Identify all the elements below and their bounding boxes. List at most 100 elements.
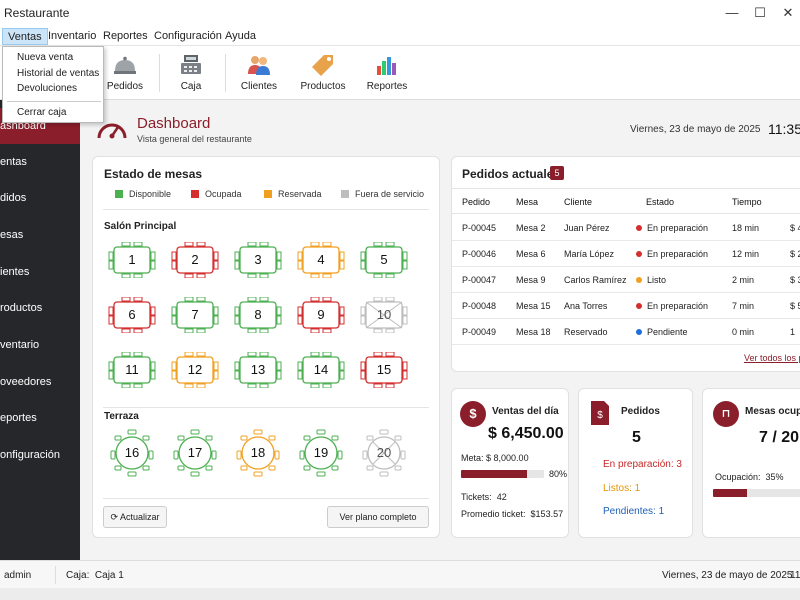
table-row[interactable]: P-00048 Mesa 15 Ana Torres 7 min $ 5 En prepa… (452, 293, 800, 319)
occupancy-value: 35% (765, 472, 784, 482)
dropdown-historial-ventas[interactable]: Historial de ventas (17, 68, 100, 79)
cell-mesa: Mesa 9 (516, 275, 546, 285)
occupancy-progress-bar (713, 489, 800, 497)
sidebar-item-clientes[interactable]: ientes (0, 266, 30, 278)
table-row[interactable]: P-00047 Mesa 9 Carlos Ramírez 2 min $ 3 Listo (452, 267, 800, 293)
toolbar-pedidos-button[interactable]: Pedidos (95, 52, 155, 92)
table-8[interactable]: 8 (232, 296, 284, 334)
round-table-shape (110, 429, 154, 477)
sidebar-item-mesas[interactable]: esas (0, 229, 24, 241)
sidebar-item-proveedores[interactable]: oveedores (0, 376, 52, 388)
col-estado: Estado (646, 197, 675, 207)
table-2[interactable]: 2 (169, 241, 221, 279)
sidebar-item-configuracion[interactable]: onfiguración (0, 449, 60, 461)
orders-summary-title: Pedidos (621, 406, 660, 417)
toolbar-caja-label: Caja (180, 81, 202, 92)
cell-total: $ 4 (790, 223, 800, 233)
dropdown-devoluciones[interactable]: Devoluciones (17, 83, 78, 94)
table-number: 18 (250, 445, 266, 460)
table-shape (360, 296, 408, 334)
table-18[interactable]: 18 (232, 429, 284, 477)
menu-ventas[interactable]: Ventas (2, 28, 48, 45)
table-shape (297, 241, 345, 279)
dropdown-cerrar-caja[interactable]: Cerrar caja (17, 107, 67, 118)
bar-chart-icon (377, 57, 396, 75)
table-14[interactable]: 14 (295, 351, 347, 389)
legend-swatch-fuera-servicio (341, 190, 349, 198)
table-7[interactable]: 7 (169, 296, 221, 334)
close-button[interactable]: ✕ (782, 5, 794, 20)
cell-tiempo: 7 min (732, 301, 755, 311)
table-number: 12 (187, 362, 203, 377)
refresh-button[interactable]: ⟳ Actualizar (103, 506, 167, 528)
cell-estado: Pendiente (636, 327, 688, 337)
table-12[interactable]: 12 (169, 351, 221, 389)
tables-occupied-card: ⊓ Mesas ocupada 7 / 20 Ocupación: 35% (702, 388, 800, 538)
col-cliente: Cliente (564, 197, 593, 207)
table-row[interactable]: P-00049 Mesa 18 Reservado 0 min 1 Pendiente (452, 319, 800, 345)
table-6[interactable]: 6 (106, 296, 158, 334)
table-shape (297, 351, 345, 389)
table-row[interactable]: P-00046 Mesa 6 María López 12 min $ 2 En prep… (452, 241, 800, 267)
toolbar-productos-label: Productos (300, 81, 346, 92)
divider (103, 209, 429, 210)
table-3[interactable]: 3 (232, 241, 284, 279)
table-9[interactable]: 9 (295, 296, 347, 334)
table-number: 14 (313, 362, 329, 377)
menu-ayuda[interactable]: Ayuda (225, 30, 256, 42)
sidebar-item-pedidos[interactable]: didos (0, 192, 27, 204)
toolbar-productos-button[interactable]: Productos (293, 52, 353, 92)
dropdown-separator (7, 101, 101, 102)
sidebar-item-ventas[interactable]: entas (0, 156, 27, 168)
sales-card: $ Ventas del día $ 6,450.00 Meta: $ 8,00… (451, 388, 569, 538)
table-16[interactable]: 16 (106, 429, 158, 477)
cell-pedido: P-00049 (462, 327, 497, 337)
table-number: 19 (313, 445, 329, 460)
status-time: 11 (790, 570, 800, 581)
menu-configuracion[interactable]: Configuración (154, 30, 222, 42)
toolbar-reportes-button[interactable]: Reportes (357, 52, 417, 92)
occupancy-label: Ocupación: (715, 472, 761, 482)
view-all-orders-link[interactable]: Ver todos los pe (744, 353, 800, 363)
window-bottom-edge (0, 588, 800, 600)
toolbar-caja-button[interactable]: Caja (161, 52, 221, 92)
table-1[interactable]: 1 (106, 241, 158, 279)
sidebar-item-inventario[interactable]: ventario (0, 339, 40, 351)
legend-ocupada: Ocupada (191, 189, 242, 199)
minimize-button[interactable]: — (725, 5, 739, 20)
maximize-button[interactable]: ☐ (754, 5, 766, 20)
refresh-label: Actualizar (120, 512, 160, 522)
table-11[interactable]: 11 (106, 351, 158, 389)
table-20[interactable]: 20 (358, 429, 410, 477)
table-13[interactable]: 13 (232, 351, 284, 389)
toolbar-separator (159, 54, 160, 92)
sidebar-item-reportes[interactable]: eportes (0, 412, 37, 424)
status-dot (636, 277, 642, 283)
dropdown-nueva-venta[interactable]: Nueva venta (17, 52, 74, 63)
legend-reservada: Reservada (264, 189, 322, 199)
table-17[interactable]: 17 (169, 429, 221, 477)
tables-panel-title: Estado de mesas (104, 167, 203, 181)
menu-reportes[interactable]: Reportes (103, 30, 148, 42)
table-number: 7 (191, 307, 199, 322)
table-5[interactable]: 5 (358, 241, 410, 279)
table-shape (171, 351, 219, 389)
table-number: 5 (380, 252, 388, 267)
row-divider (452, 266, 800, 267)
tables-occupied-title: Mesas ocupada (745, 406, 800, 417)
table-15[interactable]: 15 (358, 351, 410, 389)
sales-progress-bar (461, 470, 544, 478)
menu-inventario[interactable]: Inventario (48, 30, 97, 42)
table-4[interactable]: 4 (295, 241, 347, 279)
table-10[interactable]: 10 (358, 296, 410, 334)
table-shape (234, 296, 282, 334)
table-19[interactable]: 19 (295, 429, 347, 477)
orders-table-header: Pedido Mesa Cliente Estado Tiempo (452, 188, 800, 214)
sidebar-item-productos[interactable]: roductos (0, 302, 43, 314)
table-row[interactable]: P-00045 Mesa 2 Juan Pérez 18 min $ 4 En prepa… (452, 215, 800, 241)
toolbar-clientes-button[interactable]: Clientes (229, 52, 289, 92)
svg-text:$: $ (597, 410, 603, 421)
full-plan-button[interactable]: Ver plano completo (327, 506, 429, 528)
sales-avg-ticket: Promedio ticket: $153.57 (461, 509, 563, 519)
orders-summary-card: $ Pedidos 5 En preparación: 3 Listos: 1 … (578, 388, 693, 538)
